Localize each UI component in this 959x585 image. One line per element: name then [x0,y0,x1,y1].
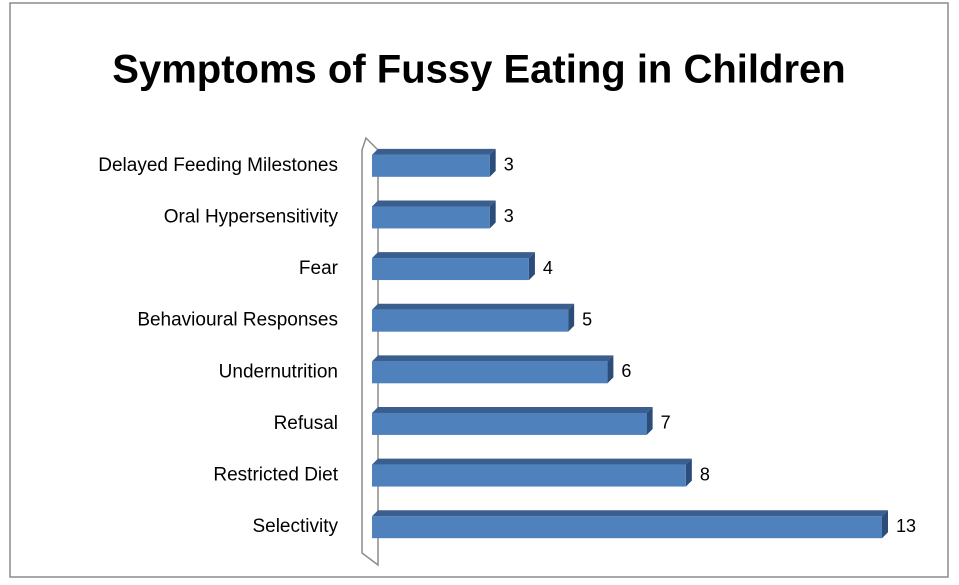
bar-side [528,252,535,281]
bar-side [646,406,653,435]
axis-wall [361,136,379,567]
bar-side [489,148,496,177]
bar-front [372,464,686,487]
bar [372,406,653,435]
bar-side [607,355,614,384]
bar-side [489,200,496,229]
value-label: 6 [621,361,631,381]
bar-top [372,148,496,155]
bar-top [372,458,692,465]
category-label: Oral Hypersensitivity [164,206,339,227]
bar-side [882,510,888,539]
bar-top [372,355,614,362]
category-label: Fear [299,258,339,279]
category-label: Restricted Diet [213,465,338,486]
value-label: 3 [504,155,514,175]
category-label: Behavioural Responses [137,310,338,331]
bar [372,458,692,487]
category-label: Refusal [274,413,338,434]
bar-front [372,361,608,384]
value-label: 7 [661,413,671,433]
bar [372,252,535,281]
bar [372,355,614,384]
bar-front [372,154,490,177]
bar [372,303,575,332]
bar-front [372,206,490,229]
bar [372,200,496,229]
category-label: Selectivity [252,516,338,537]
bar-side [685,458,692,487]
bar-front [372,258,529,281]
bar-top [372,200,496,207]
bar [372,148,496,177]
value-label: 5 [582,309,592,329]
category-label: Undernutrition [219,361,338,382]
value-label: 4 [543,258,553,278]
value-label: 13 [896,516,916,536]
bar-front [372,309,569,332]
bar-top [372,303,575,310]
bar-front [372,412,647,435]
bar-front [372,516,882,539]
bar [372,510,888,539]
bar-top [372,510,888,517]
bar-top [372,252,535,259]
value-label: 3 [504,206,514,226]
bar-side [568,303,575,332]
category-label: Delayed Feeding Milestones [98,155,338,176]
chart-title: Symptoms of Fussy Eating in Children [112,48,845,92]
value-label: 8 [700,464,710,484]
bar-top [372,406,653,413]
